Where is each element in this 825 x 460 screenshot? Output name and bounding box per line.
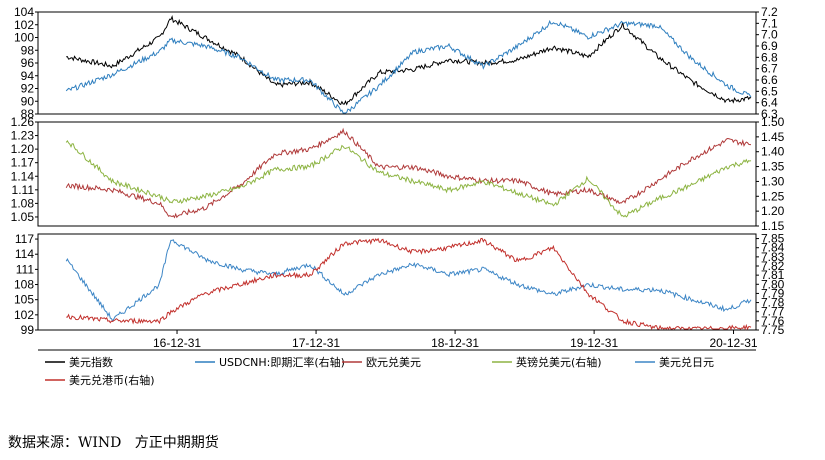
legend-label: 美元兑日元 bbox=[659, 355, 714, 369]
left-tick-label: 98 bbox=[21, 43, 35, 57]
panel-border bbox=[37, 11, 757, 115]
right-tick-label: 1.30 bbox=[761, 174, 785, 188]
series-line-bottom-0 bbox=[65, 239, 752, 322]
left-tick-label: 1.05 bbox=[11, 210, 35, 224]
right-tick-label: 7.85 bbox=[761, 232, 785, 246]
left-tick-label: 108 bbox=[14, 278, 34, 292]
right-tick-label: 1.40 bbox=[761, 145, 785, 159]
right-tick-label: 6.7 bbox=[761, 62, 778, 76]
series-line-middle-1 bbox=[65, 140, 752, 218]
series-line-top-1 bbox=[65, 19, 752, 114]
right-tick-label: 7.1 bbox=[761, 16, 778, 30]
left-tick-label: 1.08 bbox=[11, 196, 35, 210]
right-tick-label: 7.76 bbox=[761, 314, 785, 328]
right-tick-label: 7.2 bbox=[761, 5, 778, 19]
right-tick-label: 7.84 bbox=[761, 241, 785, 255]
right-tick-label: 7.82 bbox=[761, 259, 785, 273]
left-tick-label: 1.14 bbox=[11, 169, 35, 183]
left-tick-label: 1.11 bbox=[12, 183, 35, 197]
right-tick-label: 1.20 bbox=[761, 204, 785, 218]
right-tick-label: 6.9 bbox=[761, 39, 778, 53]
left-tick-label: 94 bbox=[21, 69, 35, 83]
left-tick-label: 104 bbox=[14, 5, 34, 19]
right-tick-label: 6.3 bbox=[761, 107, 778, 121]
left-tick-label: 114 bbox=[15, 247, 34, 261]
panel-border bbox=[37, 233, 757, 331]
legend-label: USDCNH:即期汇率(右轴) bbox=[219, 355, 345, 369]
legend: 美元指数 USDCNH:即期汇率(右轴) 欧元兑美元 英镑兑美元(右轴) 美元兑日元美元… bbox=[38, 349, 756, 387]
left-tick-label: 1.20 bbox=[11, 142, 35, 156]
right-tick-label: 7.83 bbox=[761, 250, 785, 264]
legend-label: 欧元兑美元 bbox=[366, 355, 421, 369]
x-tick-label: 17-12-31 bbox=[292, 336, 340, 350]
source-note: 数据来源：WIND 方正中期期货 bbox=[8, 435, 219, 451]
fx-chart: 1041021009896949290887.27.17.06.96.86.76… bbox=[11, 5, 785, 387]
left-tick-label: 88 bbox=[21, 107, 35, 121]
left-tick-label: 96 bbox=[21, 56, 35, 70]
series-line-top-0 bbox=[66, 15, 752, 106]
legend-label: 美元指数 bbox=[69, 355, 113, 369]
right-tick-label: 6.4 bbox=[761, 96, 778, 110]
right-tick-label: 7.79 bbox=[761, 286, 785, 300]
series-line-middle-0 bbox=[65, 127, 751, 219]
right-tick-label: 7.75 bbox=[761, 323, 785, 337]
panel-border bbox=[37, 121, 757, 227]
right-tick-label: 6.5 bbox=[761, 84, 778, 98]
left-tick-label: 92 bbox=[21, 82, 35, 96]
right-tick-label: 6.6 bbox=[761, 73, 778, 87]
x-tick-label: 20-12-31 bbox=[710, 336, 758, 350]
series-line-bottom-1 bbox=[66, 237, 752, 331]
left-tick-label: 102 bbox=[14, 308, 34, 322]
left-tick-label: 1.26 bbox=[11, 115, 35, 129]
legend-label: 英镑兑美元(右轴) bbox=[516, 355, 602, 369]
left-tick-label: 1.23 bbox=[11, 129, 35, 143]
right-tick-label: 7.81 bbox=[761, 268, 785, 282]
right-tick-label: 1.25 bbox=[761, 189, 785, 203]
right-tick-label: 6.8 bbox=[761, 50, 778, 64]
panel-top: 1041021009896949290887.27.17.06.96.86.76… bbox=[14, 5, 778, 121]
right-tick-label: 7.77 bbox=[761, 305, 785, 319]
panel-middle: 1.261.231.201.171.141.111.081.051.501.45… bbox=[11, 115, 785, 233]
x-tick-label: 16-12-31 bbox=[153, 336, 201, 350]
right-tick-label: 1.45 bbox=[761, 130, 785, 144]
legend-label: 美元兑港币(右轴) bbox=[69, 373, 155, 387]
right-tick-label: 7.78 bbox=[761, 296, 785, 310]
right-tick-label: 1.15 bbox=[761, 219, 785, 233]
right-tick-label: 1.35 bbox=[761, 160, 785, 174]
chart-panels: 1041021009896949290887.27.17.06.96.86.76… bbox=[11, 5, 785, 337]
right-tick-label: 7.80 bbox=[761, 277, 785, 291]
left-tick-label: 102 bbox=[14, 18, 34, 32]
left-tick-label: 117 bbox=[15, 232, 34, 246]
left-tick-label: 111 bbox=[16, 262, 35, 276]
left-tick-label: 99 bbox=[21, 323, 35, 337]
right-tick-label: 7.0 bbox=[761, 28, 778, 42]
left-tick-label: 100 bbox=[14, 31, 34, 45]
x-tick-label: 18-12-31 bbox=[431, 336, 479, 350]
left-tick-label: 105 bbox=[14, 293, 34, 307]
right-tick-label: 1.50 bbox=[761, 115, 785, 129]
left-tick-label: 1.17 bbox=[11, 156, 35, 170]
left-tick-label: 90 bbox=[21, 94, 35, 108]
x-tick-label: 19-12-31 bbox=[570, 336, 618, 350]
x-axis: 16-12-31 17-12-31 18-12-31 19-12-31 20-12-31 bbox=[153, 330, 758, 350]
